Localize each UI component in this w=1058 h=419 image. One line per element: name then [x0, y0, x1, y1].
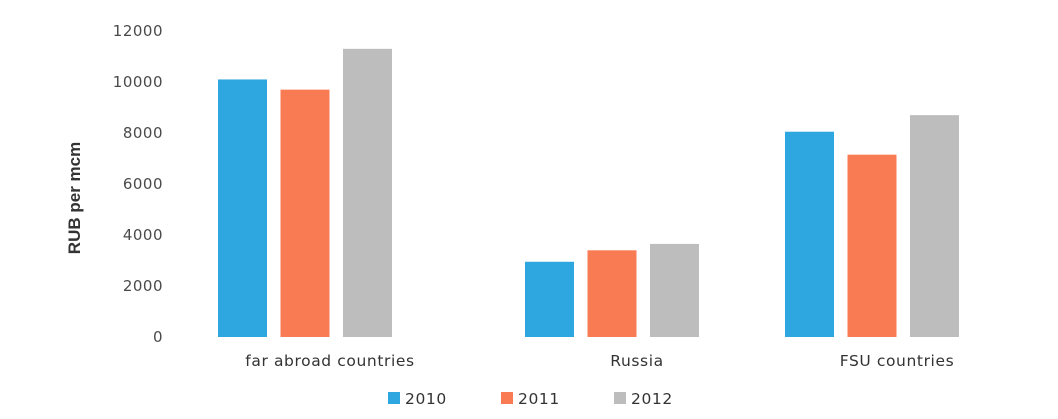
y-tick-label: 10000	[113, 73, 163, 91]
legend-swatch	[501, 392, 513, 404]
legend-label: 2011	[518, 390, 560, 408]
y-tick-label: 0	[153, 328, 163, 346]
bar-2010-2	[525, 261, 574, 337]
category-label: Russia	[610, 352, 663, 370]
legend-item-2010: 2010	[388, 390, 447, 408]
legend: 2010 2011 2012	[388, 390, 673, 408]
bars	[218, 48, 959, 338]
bar-2012-3	[910, 115, 959, 338]
legend-swatch	[388, 392, 400, 404]
legend-label: 2010	[405, 390, 447, 408]
legend-swatch	[614, 392, 626, 404]
legend-item-2012: 2012	[614, 390, 673, 408]
y-axis-ticks: 0 2000 4000 6000 8000 10000 12000	[113, 22, 163, 346]
y-tick-label: 4000	[123, 226, 163, 244]
bar-2012-1	[343, 48, 392, 337]
y-tick-label: 12000	[113, 22, 163, 40]
y-tick-label: 2000	[123, 277, 163, 295]
category-labels: far abroad countries Russia FSU countries	[245, 352, 955, 370]
y-tick-label: 6000	[123, 175, 163, 193]
legend-item-2011: 2011	[501, 390, 560, 408]
category-label: FSU countries	[840, 352, 955, 370]
bar-2011-2	[587, 250, 637, 337]
bar-2011-1	[280, 89, 330, 338]
bar-2010-3	[785, 131, 834, 337]
category-label: far abroad countries	[245, 352, 414, 370]
bar-2010-1	[218, 79, 267, 337]
bar-2011-3	[847, 154, 897, 337]
y-axis-label: RUB per mcm	[65, 142, 84, 254]
y-tick-label: 8000	[123, 124, 163, 142]
legend-label: 2012	[631, 390, 673, 408]
bar-2012-2	[650, 243, 699, 337]
